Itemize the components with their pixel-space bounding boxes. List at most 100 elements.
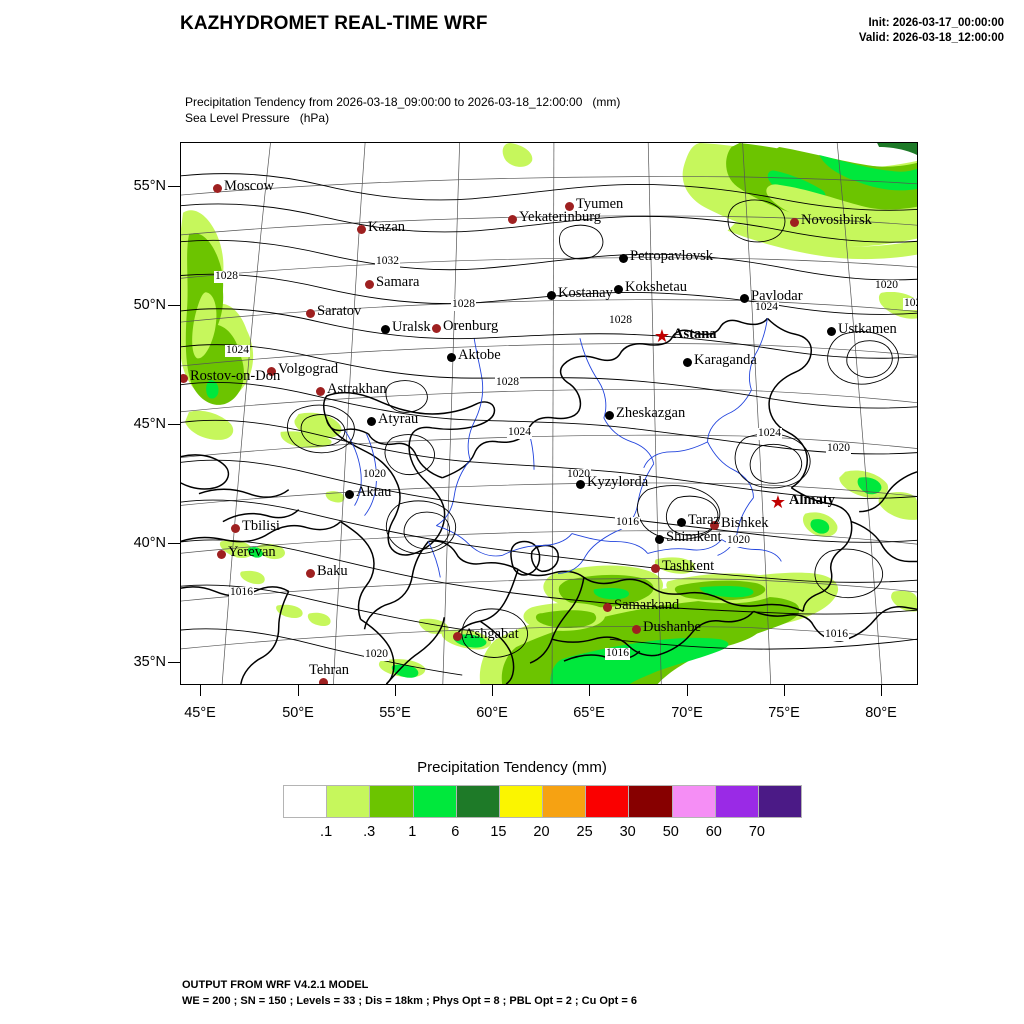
city-label: Kazan [368, 218, 406, 235]
city-label: Tyumen [576, 195, 624, 212]
city-label: Pavlodar [751, 287, 803, 304]
city-dot-foreign [452, 631, 462, 641]
city-dot-foreign [266, 366, 276, 376]
lon-tick-70e [687, 685, 689, 696]
lon-tick-55e [395, 685, 397, 696]
lon-tick-80e [881, 685, 883, 696]
colorbar-tick-5: 20 [533, 824, 550, 840]
lon-tick-50e [298, 685, 300, 696]
city-dot-foreign [507, 214, 517, 224]
colorbar-tick-6: 25 [576, 824, 593, 840]
lon-tick-75e [784, 685, 786, 696]
isobar-label: 1028 [495, 376, 520, 389]
city-label: Ustkamen [838, 320, 897, 337]
isobar-label: 1020 [566, 468, 591, 481]
city-label: Astana [673, 325, 717, 342]
caption-pressure-line: Sea Level Pressure (hPa) [185, 110, 620, 126]
isobar-label: 1020 [874, 279, 899, 292]
city-dot-foreign [305, 308, 315, 318]
city-dot-foreign [564, 201, 574, 211]
city-dot-foreign [181, 373, 188, 383]
model-footer: OUTPUT FROM WRF V4.2.1 MODEL WE = 200 ; … [182, 978, 637, 1010]
colorbar-tick-7: 30 [619, 824, 636, 840]
lon-label-55e: 55°E [379, 705, 411, 721]
city-dot-kz [344, 489, 354, 499]
city-dot-kz [380, 324, 390, 334]
lon-label-70e: 70°E [671, 705, 703, 721]
lon-label-75e: 75°E [768, 705, 800, 721]
city-label: Samara [376, 273, 420, 290]
colorbar-swatch-9 [672, 786, 716, 817]
colorbar-swatch-2 [370, 786, 414, 817]
caption-pressure-unit: (hPa) [299, 111, 330, 126]
city-label: Astrakhan [327, 380, 387, 397]
lon-tick-60e [492, 685, 494, 696]
lat-tick-40n [168, 543, 180, 545]
lat-label-50n: 50°N [133, 297, 166, 313]
sea-level-pressure-isobars [181, 173, 917, 676]
lon-label-80e: 80°E [865, 705, 897, 721]
colorbar-swatch-8 [629, 786, 673, 817]
page-title: KAZHYDROMET REAL-TIME WRF [180, 13, 488, 34]
star-icon: ★ [769, 492, 787, 512]
city-label: Aktau [356, 483, 392, 500]
isobar-label: 1020 [362, 468, 387, 481]
precipitation-colorbar[interactable] [283, 785, 802, 818]
colorbar-tick-9: 60 [705, 824, 722, 840]
city-label: Karaganda [694, 351, 757, 368]
weather-map[interactable]: 1032 1028 1028 1024 1028 1028 1024 1024 … [180, 142, 918, 685]
colorbar-title: Precipitation Tendency (mm) [417, 759, 607, 776]
lon-tick-65e [589, 685, 591, 696]
city-label: Baku [317, 562, 348, 579]
city-dot-foreign [212, 183, 222, 193]
city-label: Rostov-on-Don [190, 367, 281, 384]
city-dot-kz [826, 326, 836, 336]
city-label: Bishkek [721, 514, 769, 531]
colorbar-tick-3: 6 [451, 824, 460, 840]
isobar-label: 1024 [754, 301, 779, 314]
colorbar-tick-2: 1 [408, 824, 417, 840]
star-icon: ★ [653, 326, 671, 346]
isobar-label: 1016 [229, 586, 254, 599]
city-label: Tbilisi [242, 517, 280, 534]
city-label: Yerevan [228, 543, 276, 560]
city-dot-foreign [315, 386, 325, 396]
city-label: Orenburg [443, 317, 499, 334]
city-dot-kz [676, 517, 686, 527]
field-caption: Precipitation Tendency from 2026-03-18_0… [185, 94, 620, 126]
city-dot-kz [604, 410, 614, 420]
colorbar-swatch-5 [499, 786, 544, 817]
isobar-label: 1024 [507, 426, 532, 439]
city-label: Novosibirsk [801, 211, 872, 228]
city-dot-kz [446, 352, 456, 362]
city-dot-foreign [305, 568, 315, 578]
lat-tick-50n [168, 305, 180, 307]
caption-precip-unit: (mm) [592, 95, 621, 109]
city-label: Kyzylorda [587, 473, 649, 490]
city-dot-kz [739, 293, 749, 303]
city-label: Tehran [309, 662, 350, 678]
footer-line-2: WE = 200 ; SN = 150 ; Levels = 33 ; Dis … [182, 994, 637, 1007]
colorbar-tick-0: .1 [320, 824, 333, 840]
city-label: Saratov [317, 302, 362, 319]
lon-label-50e: 50°E [282, 705, 314, 721]
city-dot-foreign [216, 549, 226, 559]
colorbar-swatch-7 [586, 786, 630, 817]
lat-label-35n: 35°N [133, 654, 166, 670]
city-label: Taraz [688, 511, 720, 528]
city-label: Atyrau [378, 410, 419, 427]
city-dot-foreign [650, 563, 660, 573]
city-label: Almaty [789, 491, 835, 508]
isobar-label: 1020 [903, 297, 917, 310]
caption-precip-text: Precipitation Tendency from 2026-03-18_0… [185, 95, 583, 109]
isobar-label: 1020 [364, 648, 389, 661]
city-dot-kz [366, 416, 376, 426]
model-run-info: Init: 2026-03-17_00:00:00 Valid: 2026-03… [859, 16, 1004, 47]
city-dot-kz [613, 284, 623, 294]
city-label: Dushanbe [643, 618, 701, 635]
colorbar-swatch-11 [758, 786, 802, 817]
city-label: Zheskazgan [616, 404, 686, 421]
valid-time: Valid: 2026-03-18_12:00:00 [858, 32, 1004, 45]
isobar-label: 1032 [375, 255, 400, 268]
city-dot-foreign [709, 520, 719, 530]
